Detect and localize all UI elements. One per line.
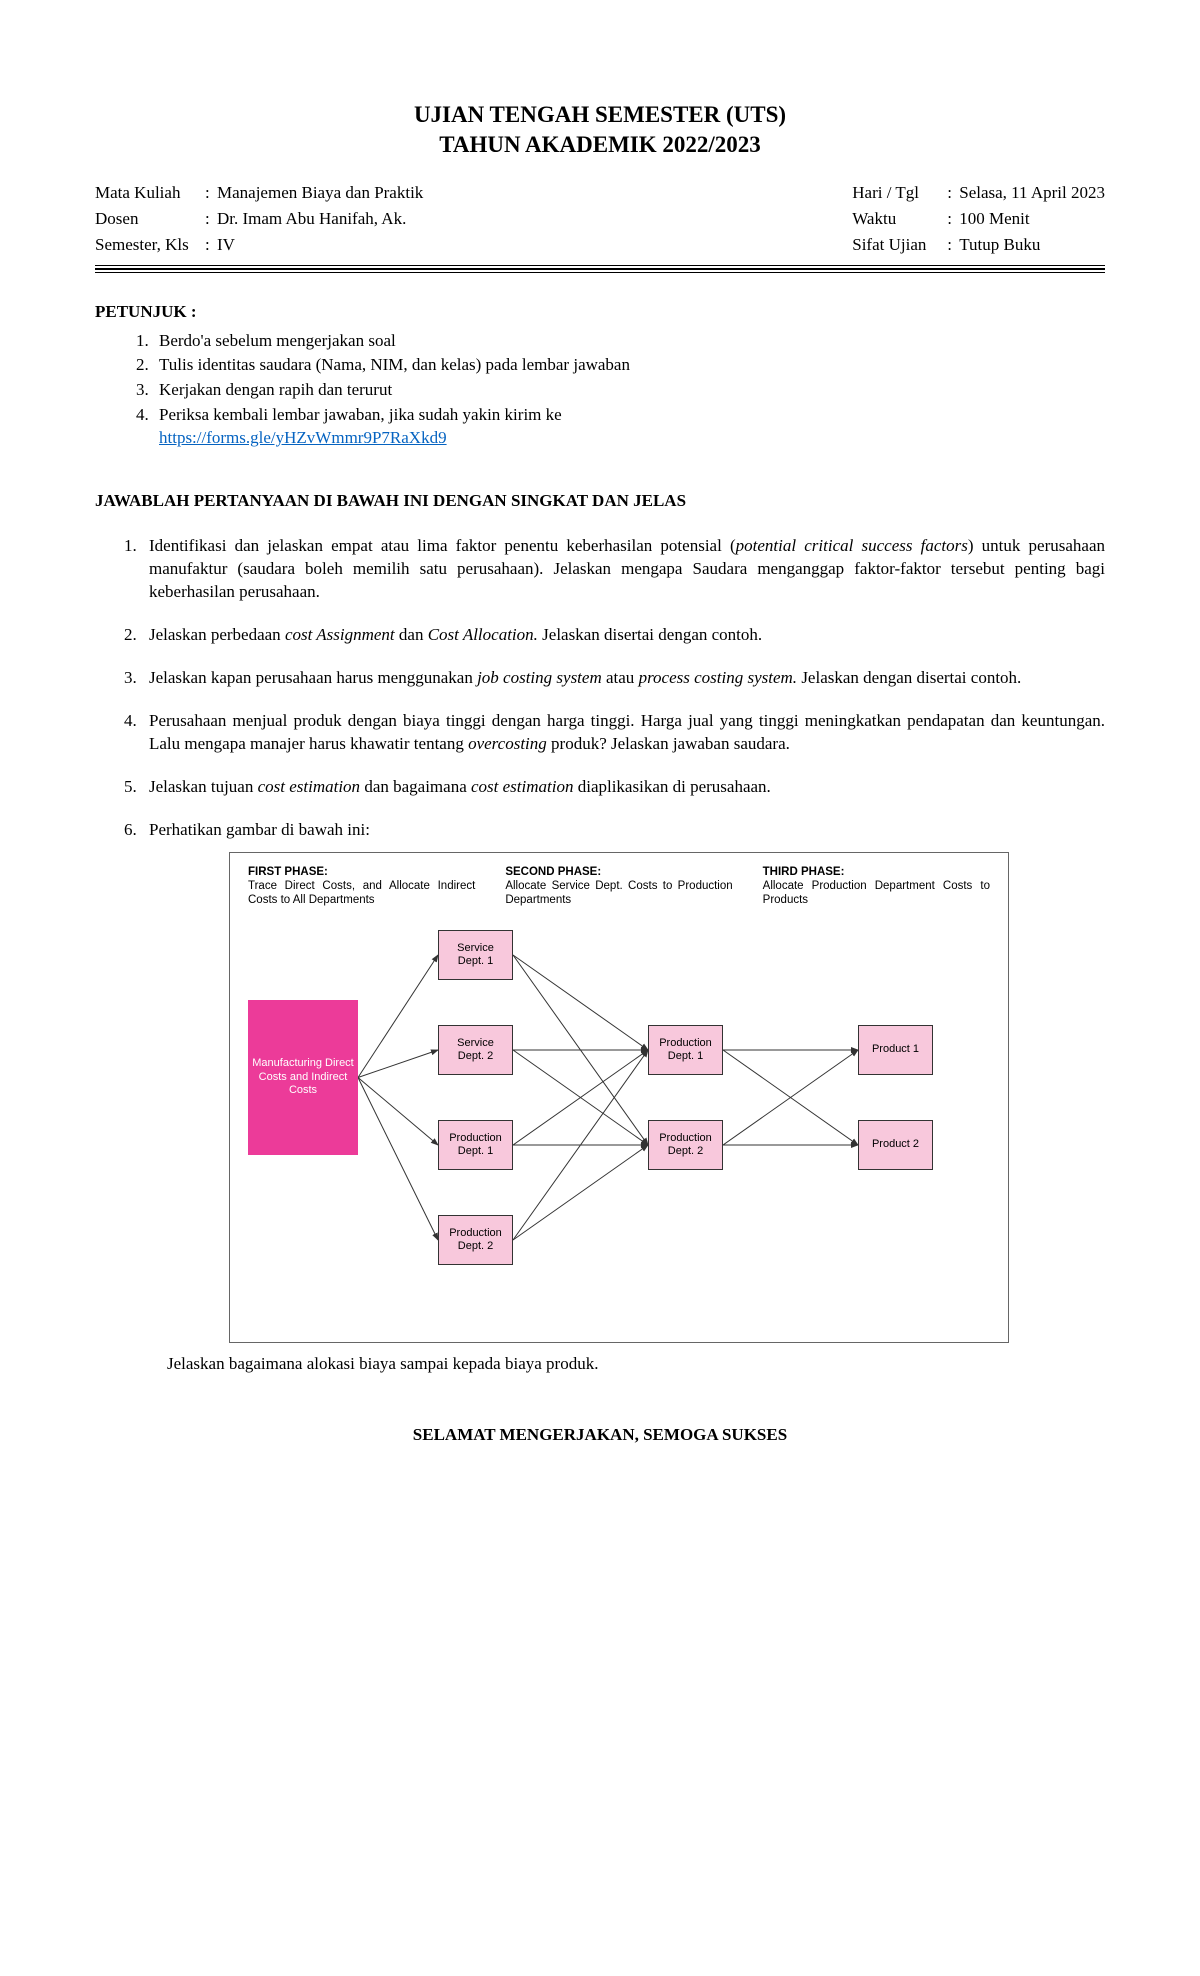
questions-heading: JAWABLAH PERTANYAAN DI BAWAH INI DENGAN … (95, 490, 1105, 513)
questions-list: Identifikasi dan jelaskan empat atau lim… (141, 535, 1105, 1376)
meta-sifat-label: Sifat Ujian (852, 234, 947, 257)
phase-2-header: SECOND PHASE: Allocate Service Dept. Cos… (505, 865, 732, 908)
petunjuk-item: Kerjakan dengan rapih dan terurut (153, 379, 1105, 402)
meta-semester-label: Semester, Kls (95, 234, 205, 257)
title-line-1: UJIAN TENGAH SEMESTER (UTS) (95, 100, 1105, 130)
diagram-node-pd2a: Production Dept. 2 (438, 1215, 513, 1265)
diagram-node-pd2b: Production Dept. 2 (648, 1120, 723, 1170)
title-block: UJIAN TENGAH SEMESTER (UTS) TAHUN AKADEM… (95, 100, 1105, 160)
diagram-node-pr2: Product 2 (858, 1120, 933, 1170)
closing-message: SELAMAT MENGERJAKAN, SEMOGA SUKSES (95, 1424, 1105, 1447)
meta-dosen-label: Dosen (95, 208, 205, 231)
meta-hari-value: Selasa, 11 April 2023 (959, 182, 1105, 205)
meta-dosen-value: Dr. Imam Abu Hanifah, Ak. (217, 208, 406, 231)
horizontal-rule (95, 265, 1105, 273)
phase-3-header: THIRD PHASE: Allocate Production Departm… (763, 865, 990, 908)
meta-semester-value: IV (217, 234, 235, 257)
meta-left: Mata Kuliah : Manajemen Biaya dan Prakti… (95, 182, 423, 257)
petunjuk-item: Berdo'a sebelum mengerjakan soal (153, 330, 1105, 353)
question-1: Identifikasi dan jelaskan empat atau lim… (141, 535, 1105, 604)
petunjuk-list: Berdo'a sebelum mengerjakan soal Tulis i… (153, 330, 1105, 451)
submission-link[interactable]: https://forms.gle/yHZvWmmr9P7RaXkd9 (159, 428, 447, 447)
diagram-node-s2: Service Dept. 2 (438, 1025, 513, 1075)
phase-1-header: FIRST PHASE: Trace Direct Costs, and All… (248, 865, 475, 908)
meta-mata-kuliah-value: Manajemen Biaya dan Praktik (217, 182, 423, 205)
meta-mata-kuliah-label: Mata Kuliah (95, 182, 205, 205)
meta-hari-label: Hari / Tgl (852, 182, 947, 205)
petunjuk-heading: PETUNJUK : (95, 301, 1105, 324)
question-3: Jelaskan kapan perusahaan harus mengguna… (141, 667, 1105, 690)
diagram-node-pr1: Product 1 (858, 1025, 933, 1075)
exam-meta: Mata Kuliah : Manajemen Biaya dan Prakti… (95, 182, 1105, 257)
question-6-followup: Jelaskan bagaimana alokasi biaya sampai … (167, 1353, 1105, 1376)
question-6: Perhatikan gambar di bawah ini: FIRST PH… (141, 819, 1105, 1376)
cost-allocation-diagram: FIRST PHASE: Trace Direct Costs, and All… (229, 852, 1105, 1343)
petunjuk-item: Periksa kembali lembar jawaban, jika sud… (153, 404, 1105, 450)
meta-waktu-value: 100 Menit (959, 208, 1029, 231)
meta-sifat-value: Tutup Buku (959, 234, 1040, 257)
phase-headers: FIRST PHASE: Trace Direct Costs, and All… (248, 865, 990, 908)
diagram-nodes: Manufacturing Direct Costs and Indirect … (248, 930, 990, 1320)
diagram-node-pd1b: Production Dept. 1 (648, 1025, 723, 1075)
diagram-node-pd1a: Production Dept. 1 (438, 1120, 513, 1170)
meta-waktu-label: Waktu (852, 208, 947, 231)
question-2: Jelaskan perbedaan cost Assignment dan C… (141, 624, 1105, 647)
petunjuk-item: Tulis identitas saudara (Nama, NIM, dan … (153, 354, 1105, 377)
diagram-node-main: Manufacturing Direct Costs and Indirect … (248, 1000, 358, 1155)
diagram-node-s1: Service Dept. 1 (438, 930, 513, 980)
question-4: Perusahaan menjual produk dengan biaya t… (141, 710, 1105, 756)
question-5: Jelaskan tujuan cost estimation dan baga… (141, 776, 1105, 799)
title-line-2: TAHUN AKADEMIK 2022/2023 (95, 130, 1105, 160)
meta-right: Hari / Tgl : Selasa, 11 April 2023 Waktu… (852, 182, 1105, 257)
